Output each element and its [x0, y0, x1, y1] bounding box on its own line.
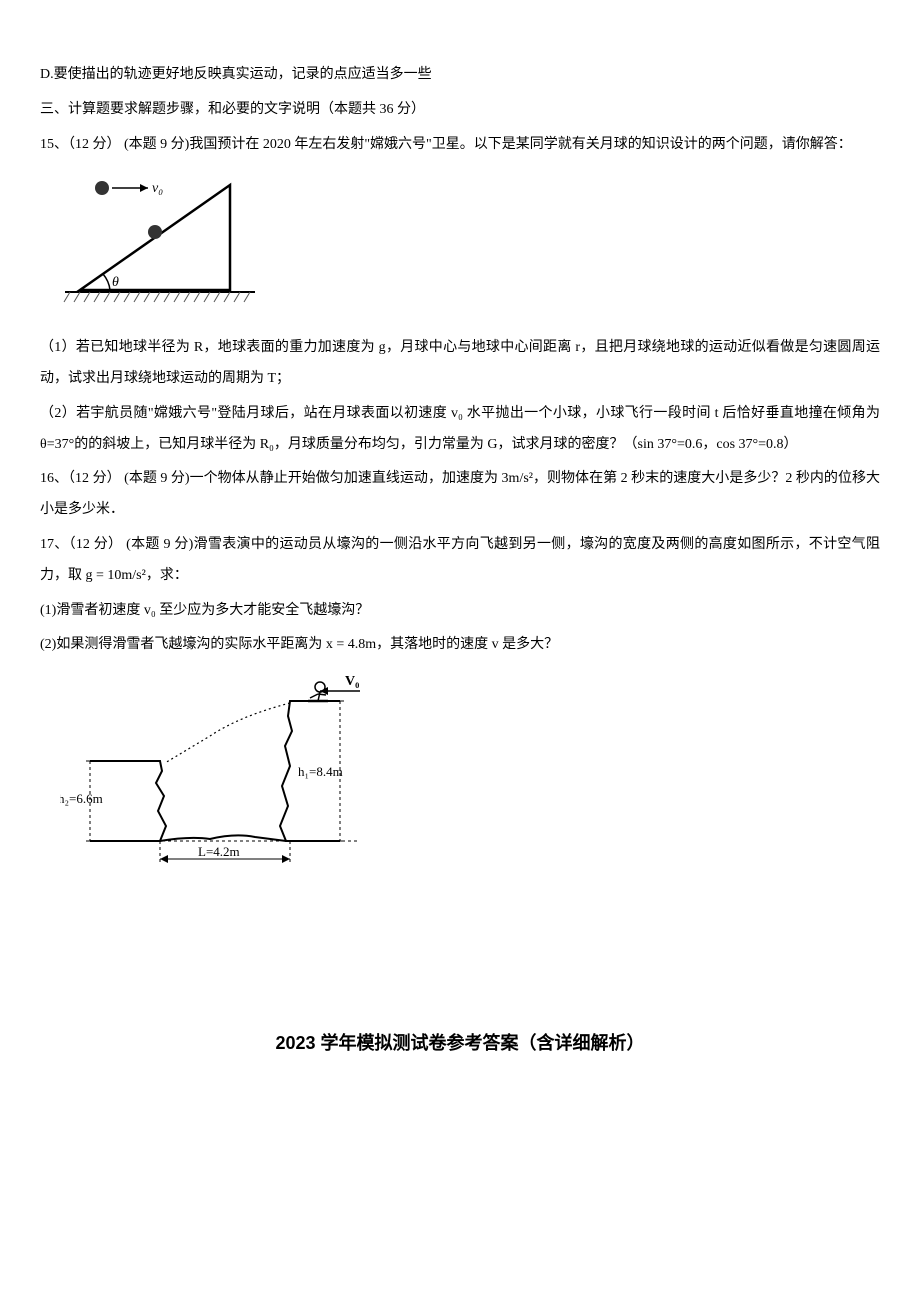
svg-text:L=4.2m: L=4.2m	[198, 844, 240, 859]
option-d: D.要使描出的轨迹更好地反映真实运动，记录的点应适当多一些	[40, 60, 880, 91]
q15-part1: （1）若已知地球半径为 R，地球表面的重力加速度为 g，月球中心与地球中心间距离…	[40, 333, 880, 395]
q17-header: 17、（12 分） (本题 9 分)滑雪表演中的运动员从壕沟的一侧沿水平方向飞越…	[40, 530, 880, 592]
svg-text:h₂=6.6m: h₂=6.6m	[60, 791, 103, 806]
q17-diagram: V₀ h₁=8.4m h₂=6.6m L=4.2m	[60, 671, 880, 884]
q16: 16、（12 分） (本题 9 分)一个物体从静止开始做匀加速直线运动，加速度为…	[40, 464, 880, 526]
q15-part2: （2）若宇航员随"嫦娥六号"登陆月球后，站在月球表面以初速度 v₀ 水平抛出一个…	[40, 399, 880, 461]
svg-text:v₀: v₀	[152, 181, 163, 196]
svg-text:θ: θ	[112, 275, 119, 290]
answer-title: 2023 学年模拟测试卷参考答案（含详细解析）	[40, 1024, 880, 1064]
q17-part1: (1)滑雪者初速度 v₀ 至少应为多大才能安全飞越壕沟？	[40, 596, 880, 627]
section3-header: 三、计算题要求解题步骤，和必要的文字说明（本题共 36 分）	[40, 95, 880, 126]
q15-header: 15、（12 分） (本题 9 分)我国预计在 2020 年左右发射"嫦娥六号"…	[40, 130, 880, 161]
svg-text:h₁=8.4m: h₁=8.4m	[298, 764, 343, 779]
q17-part2: (2)如果测得滑雪者飞越壕沟的实际水平距离为 x = 4.8m，其落地时的速度 …	[40, 630, 880, 661]
svg-text:V₀: V₀	[345, 674, 359, 689]
q15-diagram: θ v₀	[60, 170, 880, 323]
